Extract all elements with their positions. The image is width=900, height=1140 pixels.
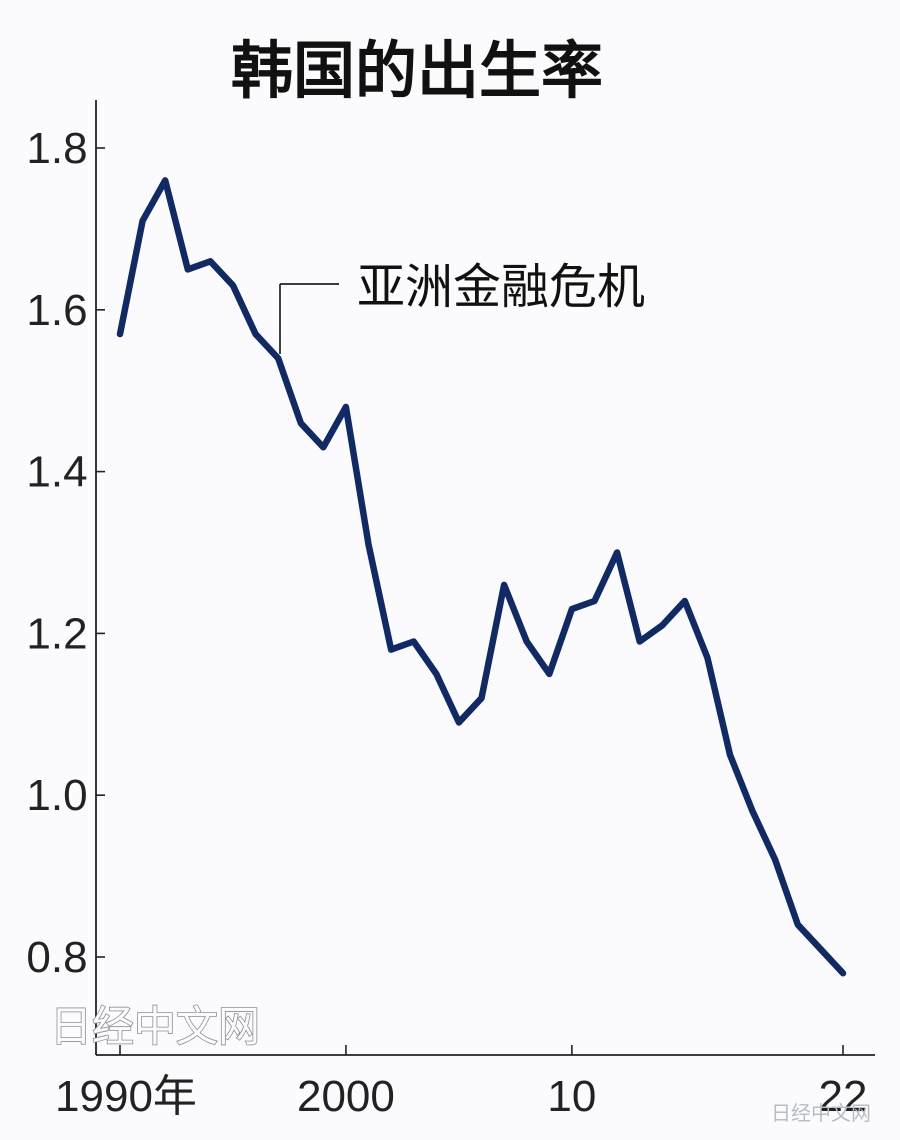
x-tick-label-22: 22 <box>819 1072 868 1121</box>
x-axis: 1990年 2000 10 22 <box>55 1045 875 1121</box>
annotation-asian-financial-crisis: 亚洲金融危机 <box>357 259 645 315</box>
small-watermark-text: 日经中文网 <box>771 1101 871 1125</box>
watermark-text: 日经中文网 <box>50 1002 260 1051</box>
y-axis: 0.8 1.0 1.2 1.4 1.6 1.8 <box>26 100 105 1055</box>
y-tick-label-1.6: 1.6 <box>26 286 87 335</box>
x-tick-label-1990年: 1990年 <box>55 1072 197 1121</box>
x-tick-label-10: 10 <box>547 1072 596 1121</box>
y-tick-label-0.8: 0.8 <box>26 933 87 982</box>
y-tick-label-1.0: 1.0 <box>26 771 87 820</box>
x-tick-label-2000: 2000 <box>297 1072 395 1121</box>
y-tick-label-1.4: 1.4 <box>26 448 87 497</box>
y-tick-label-1.2: 1.2 <box>26 609 87 658</box>
series-group <box>116 177 847 977</box>
chart-title: 韩国的出生率 <box>231 34 603 107</box>
y-tick-label-1.8: 1.8 <box>26 124 87 173</box>
